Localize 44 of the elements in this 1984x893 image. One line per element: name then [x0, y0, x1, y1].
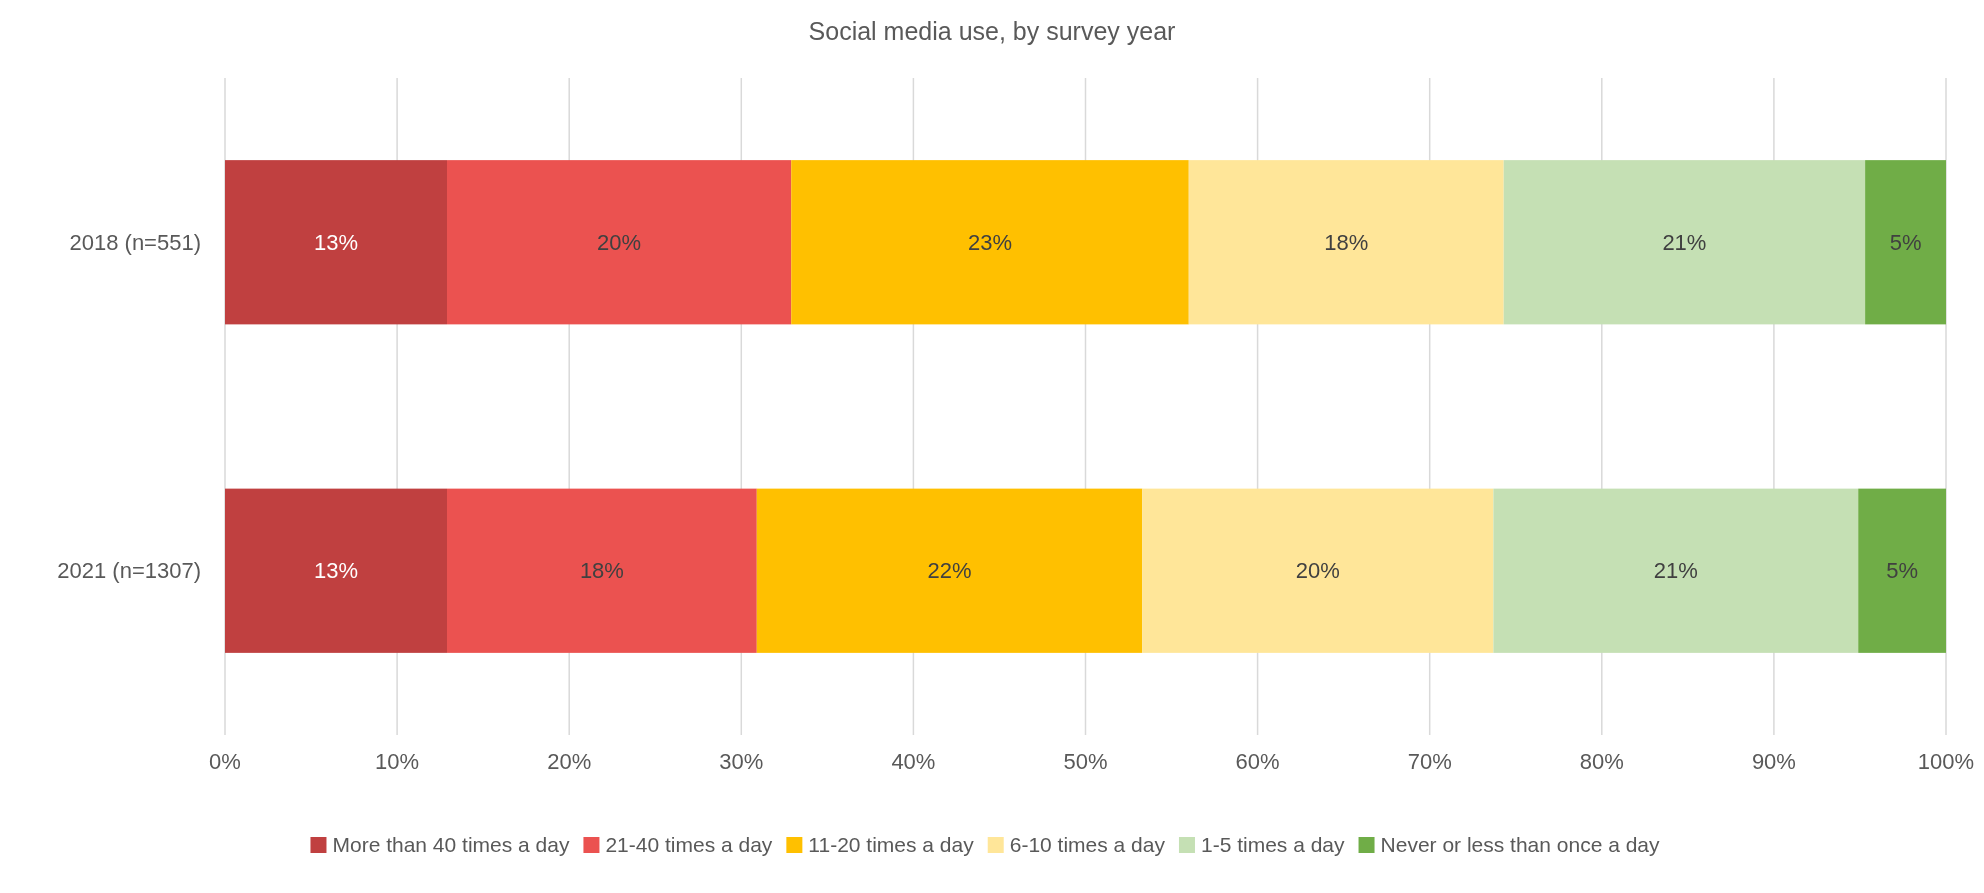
- data-label: 21%: [1662, 229, 1707, 255]
- x-tick-label: 40%: [891, 749, 936, 774]
- legend-label: 11-20 times a day: [808, 833, 975, 857]
- x-tick-label: 50%: [1063, 749, 1108, 774]
- x-tick-label: 20%: [547, 749, 592, 774]
- data-label: 5%: [1889, 229, 1922, 255]
- bar: [447, 160, 792, 325]
- data-label: 20%: [597, 229, 642, 255]
- bar: [447, 488, 757, 653]
- data-label: 5%: [1886, 558, 1919, 584]
- bar: [1865, 160, 1946, 325]
- data-label: 13%: [313, 558, 359, 584]
- bar: [756, 488, 1143, 653]
- data-label: 18%: [579, 558, 624, 584]
- bar: [791, 160, 1189, 325]
- x-tick-label: 100%: [1917, 749, 1975, 774]
- legend-label: Never or less than once a day: [1380, 833, 1661, 857]
- legend-label: 1-5 times a day: [1200, 833, 1346, 857]
- data-label: 21%: [1653, 558, 1698, 584]
- x-tick-label: 90%: [1751, 749, 1796, 774]
- y-tick-label: 2018 (n=551): [69, 229, 201, 255]
- x-tick-label: 70%: [1407, 749, 1452, 774]
- data-label: 20%: [1295, 558, 1340, 584]
- bar: [1142, 488, 1494, 653]
- data-label: 23%: [967, 229, 1013, 255]
- x-tick-label: 0%: [209, 749, 241, 774]
- x-tick-label: 30%: [719, 749, 764, 774]
- data-label: 13%: [313, 229, 359, 255]
- bar: [1503, 160, 1866, 325]
- chart-title: Social media use, by survey year: [808, 17, 1176, 45]
- bar: [1858, 488, 1946, 653]
- x-tick-label: 10%: [375, 749, 420, 774]
- data-label: 22%: [927, 558, 972, 584]
- x-tick-label: 60%: [1235, 749, 1280, 774]
- legend-label: More than 40 times a day: [332, 833, 570, 857]
- bar: [1493, 488, 1859, 653]
- bar: [225, 488, 448, 653]
- legend-label: 6-10 times a day: [1009, 833, 1166, 857]
- legend-label: 21-40 times a day: [605, 833, 773, 857]
- data-label: 18%: [1324, 229, 1369, 255]
- bar: [1188, 160, 1504, 325]
- x-tick-label: 80%: [1579, 749, 1624, 774]
- y-tick-label: 2021 (n=1307): [57, 558, 201, 584]
- bar: [225, 160, 448, 325]
